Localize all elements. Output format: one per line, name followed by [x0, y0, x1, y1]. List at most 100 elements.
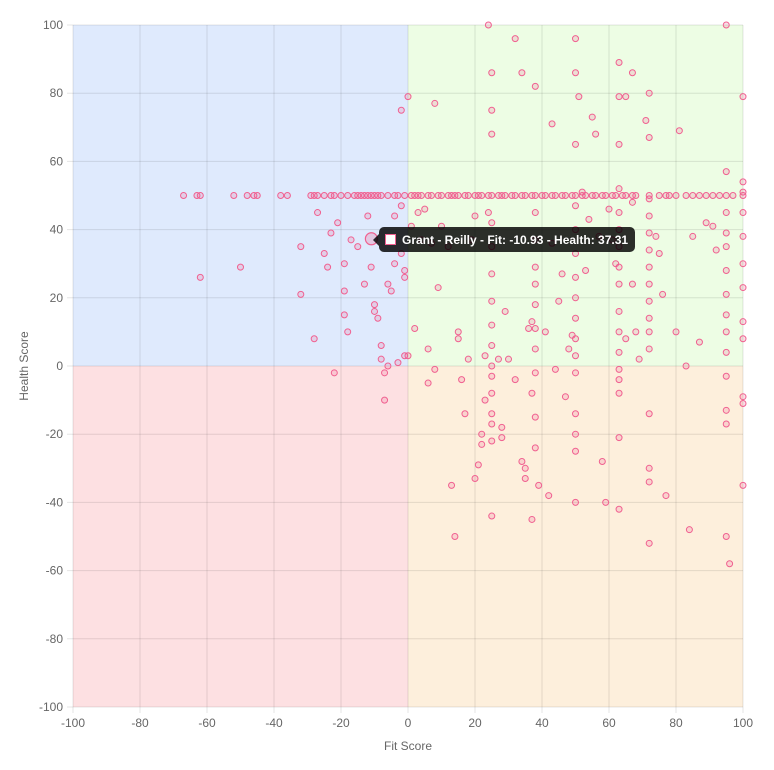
data-point: [501, 307, 509, 315]
x-tick-label: 20: [468, 716, 482, 730]
y-tick-label: 20: [50, 291, 64, 305]
data-point: [471, 212, 479, 220]
data-point: [689, 232, 697, 240]
data-point: [545, 492, 553, 500]
data-point: [528, 515, 536, 523]
data-point: [377, 342, 385, 350]
y-tick-label: -20: [46, 427, 64, 441]
data-point: [722, 420, 730, 428]
data-point: [397, 202, 405, 210]
data-point: [180, 192, 188, 199]
x-tick-label: -20: [332, 716, 350, 730]
data-point: [371, 307, 378, 315]
data-point: [391, 260, 399, 268]
data-point: [461, 410, 469, 418]
data-point: [464, 355, 472, 363]
data-point: [377, 355, 385, 363]
data-point: [572, 294, 579, 302]
data-point: [709, 222, 717, 230]
tick-labels: -100 -80 -60 -40 -20 0 20 40 60 80 100 100 80 60 40 20 0…: [39, 18, 753, 730]
data-point: [712, 246, 720, 254]
data-point: [672, 328, 680, 336]
data-point: [722, 168, 730, 176]
data-point: [722, 192, 730, 199]
y-tick-label: -80: [46, 632, 64, 646]
data-point: [675, 127, 683, 135]
data-point: [488, 342, 496, 350]
data-point: [394, 192, 402, 199]
data-point: [330, 369, 338, 377]
data-point: [722, 372, 730, 380]
data-point: [615, 185, 623, 193]
x-tick-label: 100: [733, 716, 753, 730]
data-point: [394, 359, 402, 367]
data-point: [404, 352, 412, 360]
data-point: [739, 93, 747, 101]
data-point: [371, 301, 378, 309]
y-axis-label: Health Score: [17, 331, 31, 401]
data-point: [615, 505, 623, 513]
data-point: [722, 267, 730, 275]
data-point: [344, 328, 352, 336]
data-point: [729, 192, 737, 199]
data-point: [498, 423, 506, 431]
data-point: [531, 413, 539, 421]
data-point: [374, 314, 382, 322]
data-point: [726, 560, 734, 568]
y-tick-label: -100: [39, 700, 63, 714]
data-point: [695, 338, 703, 346]
data-point: [585, 215, 593, 223]
data-point: [565, 345, 573, 353]
data-point: [605, 205, 613, 213]
data-point: [655, 249, 663, 257]
data-point: [722, 406, 730, 414]
data-point: [297, 243, 305, 251]
x-tick-label: 0: [405, 716, 412, 730]
data-point: [334, 219, 342, 227]
data-point: [632, 192, 640, 199]
data-point: [572, 202, 579, 210]
data-point: [488, 270, 496, 278]
data-point: [722, 229, 730, 237]
data-point: [588, 113, 596, 121]
data-point: [401, 273, 409, 281]
data-point: [488, 410, 496, 418]
data-point: [454, 192, 462, 199]
data-point: [484, 209, 492, 217]
data-point: [327, 229, 335, 237]
data-point: [488, 437, 496, 445]
data-point: [488, 389, 496, 397]
data-point: [424, 379, 432, 387]
data-point: [739, 284, 747, 292]
x-tick-label: 80: [669, 716, 683, 730]
data-point: [377, 192, 385, 199]
data-point: [438, 192, 445, 199]
data-point: [572, 498, 579, 506]
tooltip-arrow: [373, 234, 379, 246]
data-point: [572, 140, 579, 148]
y-tick-label: 40: [50, 223, 64, 237]
data-point: [739, 188, 747, 196]
data-point: [578, 188, 586, 196]
data-point: [424, 345, 432, 353]
grid-lines: [67, 24, 744, 713]
data-point: [474, 461, 482, 469]
data-point: [548, 120, 556, 128]
data-point: [488, 362, 496, 370]
data-point: [541, 192, 549, 199]
x-tick-label: -60: [198, 716, 216, 730]
data-point: [314, 192, 322, 199]
data-point: [689, 192, 697, 199]
data-point: [283, 192, 291, 199]
data-point: [635, 355, 643, 363]
data-point: [645, 229, 653, 237]
data-point: [528, 318, 536, 326]
data-point: [340, 260, 348, 268]
data-point: [196, 273, 204, 281]
data-point: [531, 263, 539, 271]
data-point: [642, 116, 650, 124]
data-point: [411, 324, 419, 332]
data-point: [401, 192, 409, 199]
